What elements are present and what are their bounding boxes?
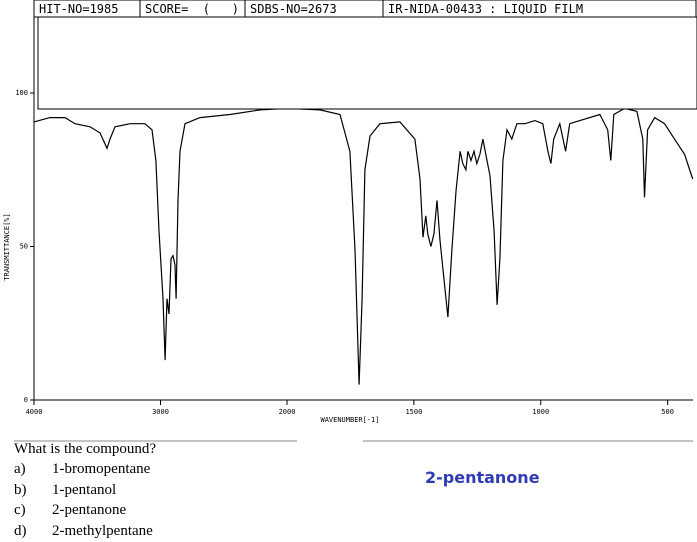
blank-panel (37, 16, 697, 110)
option-text: 2-pentanone (52, 502, 126, 518)
x-tick-label: 4000 (26, 408, 43, 416)
y-axis-title: TRANSMITTANCE[%] (3, 213, 11, 280)
question: What is the compound? (14, 441, 156, 457)
answer: 2-pentanone (425, 468, 540, 487)
header-cell: IR-NIDA-00433 : LIQUID FILM (388, 2, 583, 16)
spectrum-line (33, 107, 694, 385)
option-text: 1-pentanol (52, 482, 116, 498)
header-cell: HIT-NO=1985 (39, 2, 118, 16)
x-tick-label: 3000 (152, 408, 169, 416)
x-tick-label: 1500 (405, 408, 422, 416)
option-letter: a) (14, 461, 26, 477)
header-cell: SDBS-NO=2673 (250, 2, 337, 16)
option-letter: d) (14, 523, 27, 539)
header-cell: SCORE= ( ) (145, 2, 239, 16)
x-tick-label: 500 (661, 408, 674, 416)
x-tick-label: 2000 (279, 408, 296, 416)
y-tick-label: 100 (15, 89, 28, 97)
option-text: 2-methylpentane (52, 523, 153, 539)
header-box (33, 0, 697, 18)
option-letter: c) (14, 502, 26, 518)
x-tick-label: 1000 (532, 408, 549, 416)
x-axis-title: WAVENUMBER[-1] (320, 416, 379, 424)
y-tick-label: 0 (24, 396, 28, 404)
option-text: 1-bromopentane (52, 461, 151, 477)
y-tick-label: 50 (20, 243, 28, 251)
option-letter: b) (14, 482, 27, 498)
